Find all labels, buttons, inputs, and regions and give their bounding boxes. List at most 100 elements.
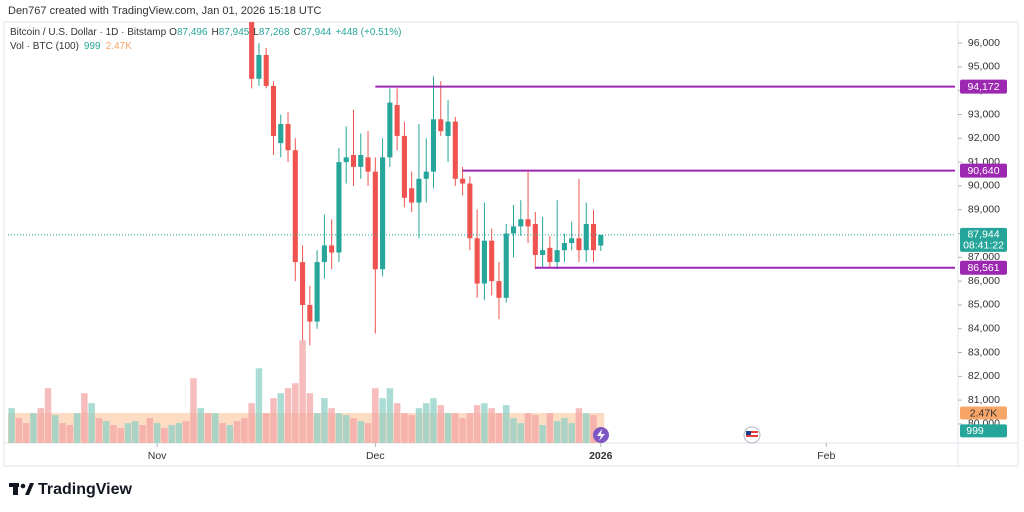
volume-bar [524,413,532,443]
volume-bar [430,398,437,443]
volume-bar [110,425,117,443]
legend-key: O [169,27,177,38]
candle-body [321,245,327,263]
volume-bar [590,415,597,443]
volume-bar [197,408,204,443]
volume-bar [15,418,23,443]
candle-body [314,262,320,322]
volume-bar [306,393,314,443]
volume-bar [502,405,510,443]
volume-bar [408,415,415,443]
candle-body [380,157,386,270]
volume-bar [241,418,248,443]
volume-bar [481,403,488,443]
volume-bar [415,408,423,443]
legend-volume-value: 999 [84,41,101,52]
volume-bar [575,408,583,443]
y-tick-label: 86,000 [968,275,1000,287]
header-credit: Den767 created with TradingView.com, Jan… [8,5,322,17]
candle-body [503,233,509,298]
volume-bar [88,403,95,443]
volume-bar [102,421,110,443]
volume-bar [488,408,495,443]
flag-stripe[interactable] [746,431,758,433]
volume-bar [117,428,124,443]
volume-bar [37,408,44,443]
candle-body [401,135,407,198]
volume-bar [510,418,517,443]
candle-body [256,54,262,79]
volume-bar [81,393,88,443]
volume-bar [328,408,335,443]
volume-bar [248,403,255,443]
volume-last-label: 999 [966,425,984,437]
volume-bar [95,418,103,443]
volume-bar [342,415,350,443]
candle-body [343,157,349,163]
candle-body [460,178,466,184]
logo-part [13,483,18,495]
candle-body [300,262,306,305]
candle-body [372,171,378,270]
candle-body [598,234,604,246]
volume-bar [284,388,292,443]
candle-body [416,178,422,203]
footer-brand: TradingView [38,481,133,498]
volume-bar [466,413,474,443]
volume-bar [52,415,59,443]
volume-bar [553,421,561,443]
volume-bar [350,418,357,443]
plot-area [8,22,955,443]
legend-volume: Vol · BTC (100) 999 2.47K [10,41,132,52]
volume-bar [22,423,30,443]
candle-body [430,119,437,172]
candle-body [358,154,364,167]
candle-body [329,245,335,253]
flag-icon[interactable] [743,426,761,444]
flag-stripe[interactable] [746,435,758,437]
y-tick-label: 89,000 [968,204,1000,216]
candle-body [445,121,451,136]
volume-bar [219,423,226,443]
volume-bar [139,425,146,443]
volume-bar [277,393,284,443]
legend-value: 87,945 [219,27,250,38]
legend-value: 87,944 [301,27,332,38]
volume-bar [30,413,37,443]
volume-bar [124,423,132,443]
volume-bar [153,423,161,443]
x-tick-label: Feb [817,450,835,462]
candle-body [583,224,589,251]
candle-body [590,224,597,251]
volume-last-box [960,424,1007,438]
flag-canton[interactable] [746,431,751,435]
candle-body [481,240,487,284]
volume-bar [422,403,430,443]
volume-bar [313,413,321,443]
candle-body [561,243,567,251]
event-icon[interactable] [593,427,609,443]
volume-ma-box [960,406,1007,420]
candle-body [474,238,480,284]
volume-bar [299,340,306,443]
volume-bar [262,413,270,443]
y-tick-label: 87,000 [968,251,1000,263]
event-icon-glyph[interactable] [597,429,605,441]
candle-body [307,304,313,322]
volume-bar [582,413,590,443]
legend-key: L [253,27,259,38]
candle-body [569,238,575,244]
volume-ma-label: 2.47K [970,407,997,419]
volume-bar [532,415,539,443]
candle-body [438,119,444,132]
volume-bar [386,388,394,443]
candle-body [263,54,269,86]
footer-logo [9,483,34,495]
candle-body [292,150,298,263]
level-label-box [960,163,1007,178]
legend-key: C [294,27,301,38]
candle-body [249,22,255,79]
volume-bar [444,413,452,443]
legend-symbol: Bitcoin / U.S. Dollar · 1D · Bitstamp O87… [10,27,402,38]
